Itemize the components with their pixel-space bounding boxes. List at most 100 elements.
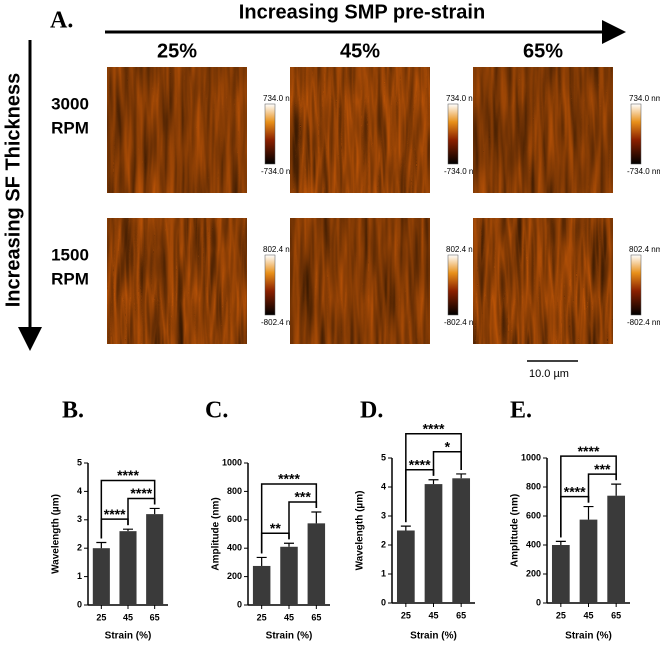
- afm-image-light: [107, 67, 247, 193]
- x-tick-label: 45: [123, 612, 133, 622]
- color-bar-min: -734.0 nm: [444, 167, 480, 176]
- y-tick-label: 0: [237, 599, 242, 609]
- color-bar: [264, 103, 276, 165]
- afm-image-light: [473, 218, 613, 344]
- color-bar-min: -734.0 nm: [261, 167, 297, 176]
- error-bar: [96, 541, 107, 549]
- significance-label: ****: [130, 485, 152, 501]
- arrow-label: Increasing SMP pre-strain: [239, 1, 485, 23]
- y-tick-label: 5: [77, 457, 82, 467]
- bar: [551, 545, 570, 603]
- error-bar: [149, 507, 160, 515]
- significance-label: ****: [564, 483, 586, 499]
- row-label: RPM: [51, 269, 89, 288]
- error-bar: [583, 505, 594, 520]
- x-tick-label: 45: [583, 610, 593, 620]
- y-tick-label: 200: [526, 568, 541, 578]
- color-bar: [264, 254, 276, 316]
- significance-label: ****: [423, 420, 445, 436]
- y-tick-label: 800: [526, 481, 541, 491]
- significance-label: ****: [278, 471, 300, 487]
- y-axis-label: Amplitude (nm): [211, 497, 222, 570]
- y-tick-label: 200: [227, 571, 242, 581]
- y-tick-label: 600: [526, 510, 541, 520]
- y-tick-label: 0: [77, 599, 82, 609]
- significance-label: ****: [578, 443, 600, 459]
- x-tick-label: 25: [556, 610, 566, 620]
- significance-label: ****: [409, 456, 431, 472]
- panel-letter: A.: [50, 8, 73, 34]
- x-tick-label: 65: [611, 610, 621, 620]
- arrow-label: Increasing SF Thickness: [2, 73, 24, 308]
- color-bar-min: -802.4 nm: [444, 318, 480, 327]
- y-tick-label: 0: [536, 597, 541, 607]
- x-tick-label: 45: [428, 610, 438, 620]
- error-bar: [311, 511, 322, 524]
- error-bar: [400, 525, 411, 531]
- panel-letter: B.: [62, 398, 84, 424]
- bar: [119, 531, 137, 605]
- y-axis-label: Amplitude (nm): [510, 494, 521, 567]
- color-bar-max: 802.4 nm: [629, 245, 660, 254]
- color-bar-max: 734.0 nm: [446, 94, 480, 103]
- color-bar-min: -734.0 nm: [627, 167, 660, 176]
- significance-label: ***: [294, 489, 311, 505]
- bar: [146, 514, 164, 605]
- afm-image-light: [290, 218, 430, 344]
- y-axis-label: Wavelength (µm): [51, 494, 62, 574]
- y-tick-label: 1000: [521, 452, 541, 462]
- afm-image-light: [290, 67, 430, 193]
- x-tick-label: 25: [401, 610, 411, 620]
- error-bar: [284, 542, 294, 547]
- color-bar-min: -802.4 nm: [261, 318, 297, 327]
- y-tick-label: 4: [381, 481, 386, 491]
- significance-bracket: [260, 483, 318, 554]
- error-bar: [428, 479, 439, 485]
- color-bar-max: 734.0 nm: [263, 94, 297, 103]
- bar: [579, 519, 598, 603]
- y-tick-label: 400: [227, 543, 242, 553]
- x-axis-label: Strain (%): [565, 631, 612, 642]
- color-bar: [630, 103, 642, 165]
- y-tick-label: 1: [77, 571, 82, 581]
- x-axis-label: Strain (%): [266, 631, 313, 642]
- x-axis-label: Strain (%): [410, 631, 457, 642]
- x-tick-label: 65: [456, 610, 466, 620]
- panel-letter: D.: [360, 398, 383, 424]
- x-tick-label: 45: [284, 612, 294, 622]
- color-bar: [447, 103, 459, 165]
- bar: [396, 530, 415, 603]
- row-label: 3000: [51, 94, 89, 113]
- y-tick-label: 2: [381, 539, 386, 549]
- error-bar: [123, 528, 133, 532]
- column-label: 45%: [340, 40, 380, 62]
- y-tick-label: 3: [381, 510, 386, 520]
- bar: [252, 565, 271, 605]
- color-bar-min: -802.4 nm: [627, 318, 660, 327]
- color-bar-max: 802.4 nm: [263, 245, 297, 254]
- bar: [424, 484, 443, 603]
- error-bar: [611, 483, 622, 496]
- color-bar-max: 802.4 nm: [446, 245, 480, 254]
- x-tick-label: 25: [96, 612, 106, 622]
- significance-label: ****: [104, 506, 126, 522]
- significance-bracket: [560, 455, 617, 538]
- color-bar: [447, 254, 459, 316]
- panel-letter: E.: [510, 398, 532, 424]
- column-label: 25%: [157, 40, 197, 62]
- y-tick-label: 2: [77, 543, 82, 553]
- row-label: 1500: [51, 245, 89, 264]
- bar: [280, 546, 298, 605]
- y-tick-label: 600: [227, 514, 242, 524]
- y-tick-label: 5: [381, 452, 386, 462]
- color-bar: [630, 254, 642, 316]
- afm-image-light: [107, 218, 247, 344]
- scale-bar-label: 10.0 µm: [529, 368, 569, 380]
- y-tick-label: 1: [381, 568, 386, 578]
- row-label: RPM: [51, 118, 89, 137]
- error-bar: [256, 556, 267, 566]
- x-tick-label: 65: [150, 612, 160, 622]
- y-tick-label: 4: [77, 486, 82, 496]
- color-bar-max: 734.0 nm: [629, 94, 660, 103]
